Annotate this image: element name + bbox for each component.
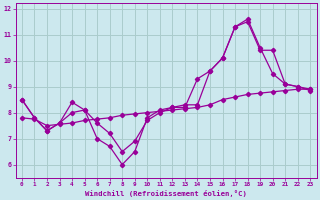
X-axis label: Windchill (Refroidissement éolien,°C): Windchill (Refroidissement éolien,°C) bbox=[85, 190, 247, 197]
